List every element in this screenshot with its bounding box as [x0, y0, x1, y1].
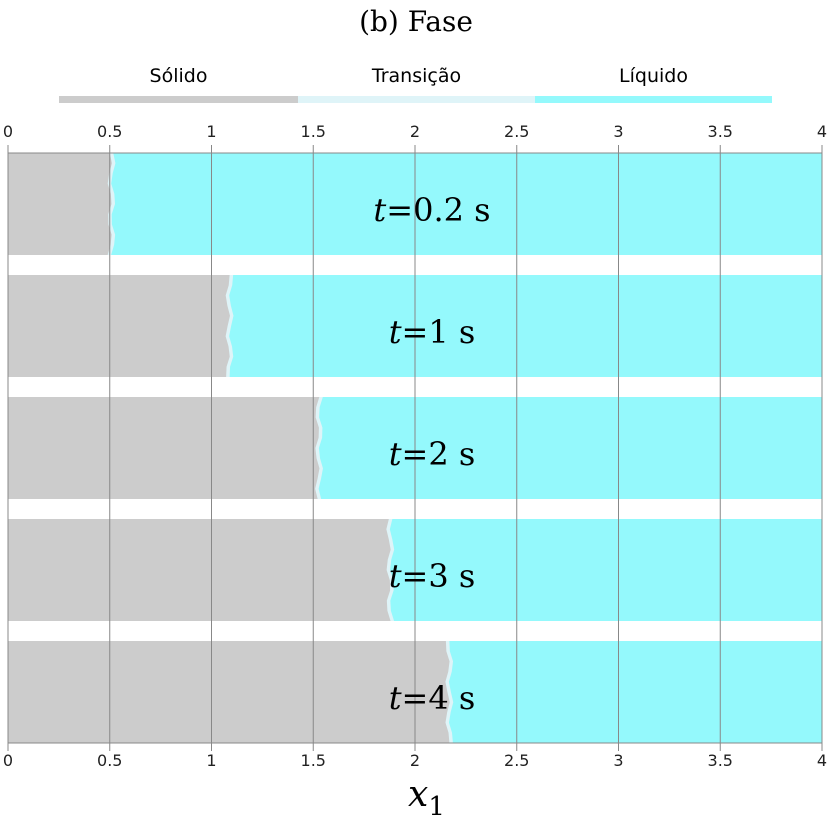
legend-label-0: Sólido — [150, 65, 208, 87]
x-tick-bottom-4: 2 — [410, 751, 420, 770]
time-labels: t=0.2 s t=1 s t=2 s t=3 s t=4 s — [373, 191, 490, 717]
x-tick-top-7: 3.5 — [708, 122, 733, 141]
legend: Sólido Transição Líquido — [59, 65, 772, 103]
x-tick-top-3: 1.5 — [301, 122, 326, 141]
time-label-1: t=1 s — [389, 313, 476, 351]
legend-label-1: Transição — [371, 65, 461, 87]
x-tick-top-5: 2.5 — [504, 122, 529, 141]
time-label-4: t=4 s — [389, 679, 476, 717]
x-axis-top: 0 0.5 1 1.5 2 2.5 3 3.5 4 — [3, 122, 827, 141]
x-tick-top-4: 2 — [410, 122, 420, 141]
x-axis-bottom: 0 0.5 1 1.5 2 2.5 3 3.5 4 — [3, 751, 827, 770]
time-label-2: t=2 s — [389, 435, 476, 473]
x-tick-bottom-6: 3 — [613, 751, 623, 770]
legend-swatch-1 — [298, 96, 535, 103]
x-tick-top-8: 4 — [817, 122, 827, 141]
x-tick-top-6: 3 — [613, 122, 623, 141]
solid-region-0 — [8, 153, 112, 255]
x-tick-bottom-1: 0.5 — [97, 751, 122, 770]
grid-lines — [7, 145, 823, 751]
chart-title: (b) Fase — [359, 5, 473, 38]
solid-region-4 — [8, 641, 450, 743]
solid-region-2 — [8, 397, 320, 499]
x-tick-bottom-2: 1 — [206, 751, 216, 770]
x-axis-label: x1 — [408, 774, 445, 822]
time-label-0: t=0.2 s — [373, 191, 490, 229]
solid-region-3 — [8, 519, 391, 621]
x-tick-top-1: 0.5 — [97, 122, 122, 141]
legend-swatch-2 — [535, 96, 772, 103]
x-tick-bottom-0: 0 — [3, 751, 13, 770]
x-tick-bottom-5: 2.5 — [504, 751, 529, 770]
legend-label-2: Líquido — [619, 65, 688, 87]
legend-swatch-0 — [59, 96, 298, 103]
time-label-3: t=3 s — [389, 557, 476, 595]
x-tick-top-2: 1 — [206, 122, 216, 141]
solid-region-1 — [8, 275, 230, 377]
x-tick-bottom-8: 4 — [817, 751, 827, 770]
x-tick-top-0: 0 — [3, 122, 13, 141]
x-tick-bottom-7: 3.5 — [708, 751, 733, 770]
x-tick-bottom-3: 1.5 — [301, 751, 326, 770]
